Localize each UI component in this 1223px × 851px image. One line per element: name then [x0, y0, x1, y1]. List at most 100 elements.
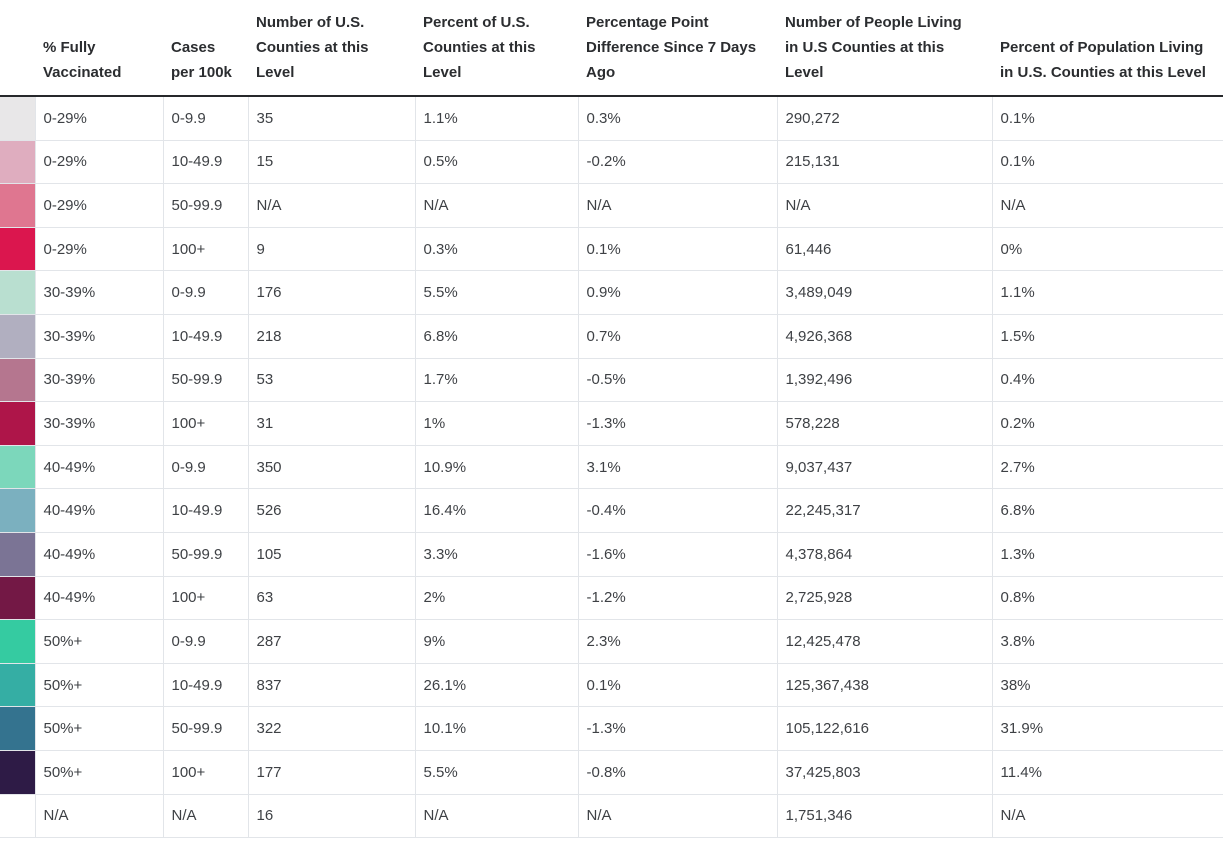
cell-num_counties: 105	[247, 531, 416, 577]
cell-vaccinated: 50%+	[34, 619, 164, 664]
table-row: 0-29% 50-99.9 N/A N/A N/A N/A N/A	[0, 183, 1223, 228]
cell-pct_counties: 26.1%	[414, 662, 579, 708]
cell-num_counties: 176	[247, 270, 416, 315]
cell-pct_population: 0.1%	[991, 139, 1223, 185]
cell-pct_counties: 1.1%	[414, 95, 579, 141]
cell-pp_diff: -1.3%	[577, 706, 778, 751]
cell-pp_diff: 0.1%	[577, 226, 778, 272]
header-row: % Fully Vaccinated Cases per 100k Number o…	[0, 0, 1223, 97]
cell-cases: 0-9.9	[162, 95, 249, 141]
table-row: 0-29% 100+ 9 0.3% 0.1% 61,446 0%	[0, 226, 1223, 272]
cell-vaccinated: N/A	[34, 793, 164, 839]
column-header-pp_diff: Percentage Point Difference Since 7 Days…	[578, 0, 777, 97]
cell-pct_population: 0.8%	[991, 575, 1223, 621]
cell-pct_counties: 10.1%	[414, 706, 579, 751]
cell-num_people: 37,425,803	[776, 749, 993, 795]
row-color-swatch	[0, 749, 36, 795]
cell-pct_counties: N/A	[414, 793, 579, 839]
table-header: % Fully Vaccinated Cases per 100k Number o…	[0, 0, 1223, 97]
table-row: N/A N/A 16 N/A N/A 1,751,346 N/A	[0, 793, 1223, 839]
cell-cases: 10-49.9	[162, 139, 249, 185]
cell-vaccinated: 0-29%	[34, 139, 164, 185]
row-color-swatch	[0, 793, 36, 839]
cell-num_people: 125,367,438	[776, 662, 993, 708]
column-header-vaccinated: % Fully Vaccinated	[35, 0, 163, 97]
cell-vaccinated: 50%+	[34, 662, 164, 708]
cell-pct_counties: 1%	[414, 401, 579, 446]
cell-num_people: 290,272	[776, 95, 993, 141]
cell-num_counties: 177	[247, 749, 416, 795]
cell-pct_counties: 10.9%	[414, 444, 579, 490]
cell-pct_population: 31.9%	[991, 706, 1223, 751]
table-body: 0-29% 0-9.9 35 1.1% 0.3% 290,272 0.1% 0-29% 10-4…	[0, 95, 1223, 839]
cell-num_people: 105,122,616	[776, 706, 993, 751]
cell-pct_population: 3.8%	[991, 619, 1223, 664]
row-color-swatch	[0, 488, 36, 533]
cell-num_counties: 15	[247, 139, 416, 185]
cell-num_counties: 53	[247, 357, 416, 403]
row-color-swatch	[0, 619, 36, 664]
cell-cases: 50-99.9	[162, 706, 249, 751]
row-color-swatch	[0, 183, 36, 228]
cell-pct_counties: 3.3%	[414, 531, 579, 577]
row-color-swatch	[0, 531, 36, 577]
cell-pp_diff: N/A	[577, 793, 778, 839]
cell-num_people: 4,926,368	[776, 313, 993, 359]
row-color-swatch	[0, 662, 36, 708]
cell-pp_diff: 3.1%	[577, 444, 778, 490]
table-row: 0-29% 10-49.9 15 0.5% -0.2% 215,131 0.1%	[0, 139, 1223, 185]
cell-num_people: 22,245,317	[776, 488, 993, 533]
cell-vaccinated: 0-29%	[34, 183, 164, 228]
table-row: 50%+ 0-9.9 287 9% 2.3% 12,425,478 3.8%	[0, 619, 1223, 664]
row-color-swatch	[0, 226, 36, 272]
cell-cases: 0-9.9	[162, 619, 249, 664]
cell-vaccinated: 0-29%	[34, 95, 164, 141]
cell-num_counties: 9	[247, 226, 416, 272]
cell-pp_diff: -1.2%	[577, 575, 778, 621]
cell-num_people: 3,489,049	[776, 270, 993, 315]
cell-cases: 100+	[162, 401, 249, 446]
row-color-swatch	[0, 706, 36, 751]
cell-vaccinated: 30-39%	[34, 357, 164, 403]
cell-num_people: 61,446	[776, 226, 993, 272]
cell-pct_counties: 16.4%	[414, 488, 579, 533]
column-header-pct_population: Percent of Population Living in U.S. Cou…	[992, 0, 1223, 97]
cell-pp_diff: -0.4%	[577, 488, 778, 533]
cell-vaccinated: 30-39%	[34, 401, 164, 446]
cell-pct_population: 2.7%	[991, 444, 1223, 490]
row-color-swatch	[0, 139, 36, 185]
cell-vaccinated: 40-49%	[34, 488, 164, 533]
cell-pct_counties: 5.5%	[414, 749, 579, 795]
cell-pct_population: N/A	[991, 793, 1223, 839]
cell-cases: N/A	[162, 793, 249, 839]
cell-pct_population: 0.4%	[991, 357, 1223, 403]
cell-num_counties: 218	[247, 313, 416, 359]
column-header-num_people: Number of People Living in U.S Counties …	[777, 0, 992, 97]
cell-cases: 10-49.9	[162, 488, 249, 533]
cell-cases: 10-49.9	[162, 662, 249, 708]
cell-cases: 10-49.9	[162, 313, 249, 359]
cell-vaccinated: 40-49%	[34, 575, 164, 621]
table-row: 50%+ 10-49.9 837 26.1% 0.1% 125,367,438 38%	[0, 662, 1223, 708]
cell-pct_population: 0.2%	[991, 401, 1223, 446]
cell-pp_diff: 0.7%	[577, 313, 778, 359]
cell-num_counties: 837	[247, 662, 416, 708]
table-row: 40-49% 10-49.9 526 16.4% -0.4% 22,245,317 6.8%	[0, 488, 1223, 533]
cell-pct_counties: 0.3%	[414, 226, 579, 272]
cell-cases: 0-9.9	[162, 270, 249, 315]
cell-pct_population: N/A	[991, 183, 1223, 228]
table-row: 40-49% 0-9.9 350 10.9% 3.1% 9,037,437 2.7%	[0, 444, 1223, 490]
cell-num_people: 1,392,496	[776, 357, 993, 403]
cell-vaccinated: 50%+	[34, 706, 164, 751]
cell-cases: 100+	[162, 575, 249, 621]
row-color-swatch	[0, 95, 36, 141]
table-row: 40-49% 100+ 63 2% -1.2% 2,725,928 0.8%	[0, 575, 1223, 621]
cell-num_counties: 63	[247, 575, 416, 621]
cell-pct_population: 1.5%	[991, 313, 1223, 359]
cell-num_people: 4,378,864	[776, 531, 993, 577]
cell-cases: 50-99.9	[162, 183, 249, 228]
cell-pp_diff: 0.9%	[577, 270, 778, 315]
cell-vaccinated: 0-29%	[34, 226, 164, 272]
cell-pp_diff: 0.3%	[577, 95, 778, 141]
table-row: 30-39% 0-9.9 176 5.5% 0.9% 3,489,049 1.1%	[0, 270, 1223, 315]
